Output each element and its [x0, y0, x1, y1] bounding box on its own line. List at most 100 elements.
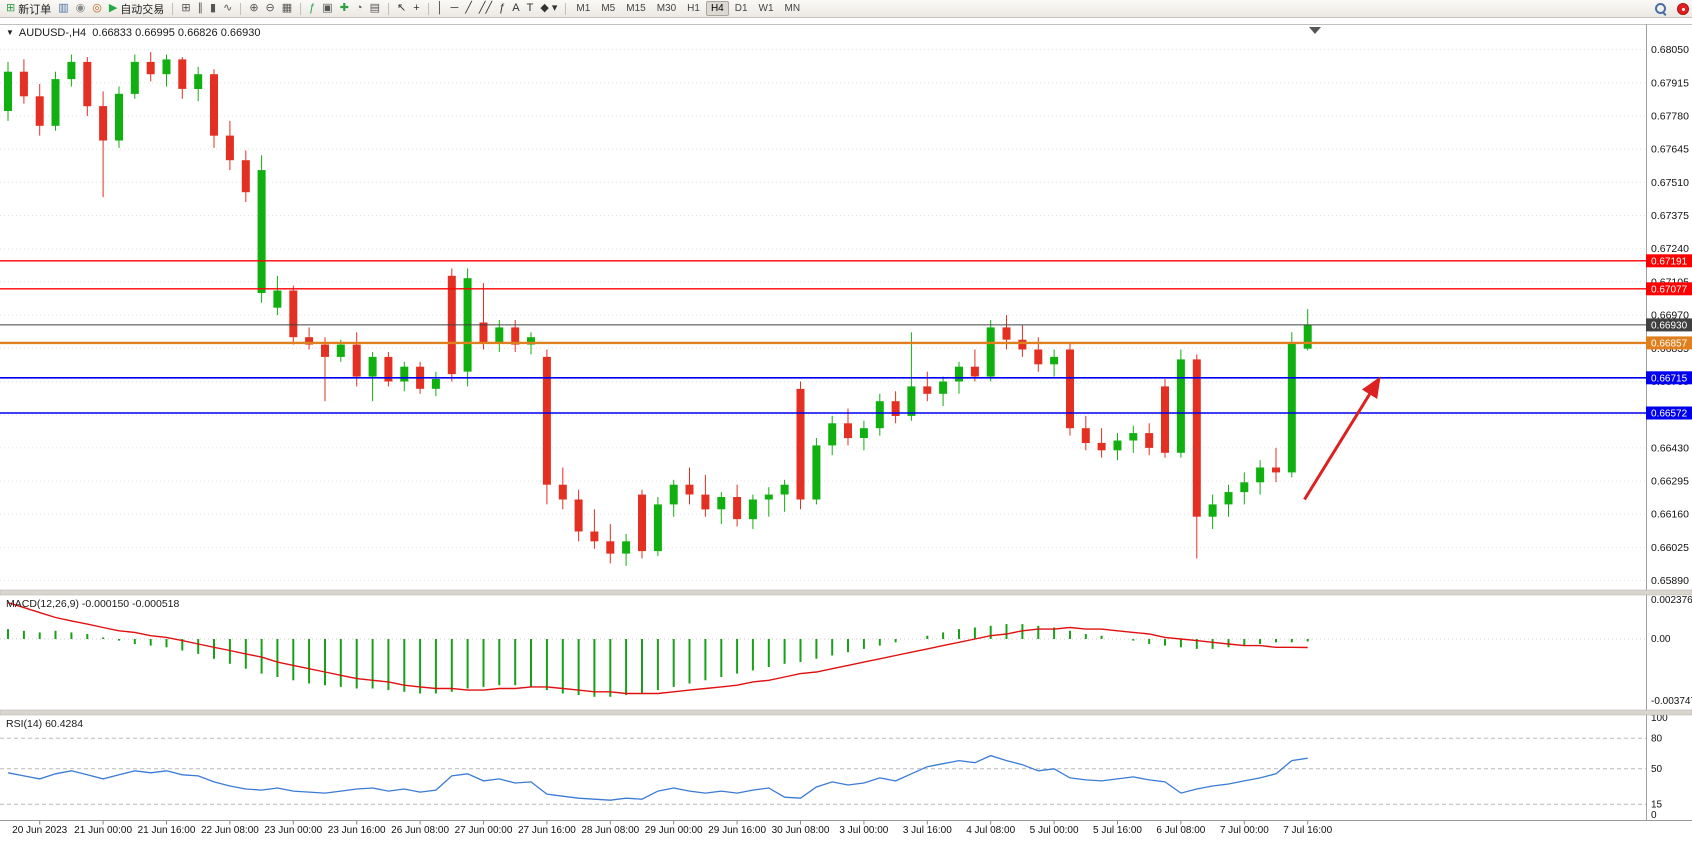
bar-chart-icon[interactable]: ∥	[195, 1, 207, 17]
fibonacci-icon[interactable]: ƒ	[496, 1, 508, 17]
candle-down	[178, 59, 187, 89]
autotrading-button[interactable]: ▶ 自动交易	[106, 1, 167, 17]
vertical-line-icon[interactable]: │	[434, 1, 447, 17]
text-label-icon[interactable]: T	[524, 1, 537, 17]
symbol-dropdown-icon[interactable]: ▼	[6, 28, 14, 37]
toolbar-separator	[300, 2, 302, 15]
arrows-icon[interactable]: ◆ ▾	[537, 1, 560, 17]
current-price-line-axis-label	[1646, 318, 1692, 332]
candle-down	[1081, 428, 1090, 443]
add-indicator-icon: ✚	[339, 2, 349, 14]
time-tick-label: 6 Jul 08:00	[1156, 825, 1205, 836]
candle-down	[796, 388, 805, 500]
zoom-out-icon[interactable]: ⊖	[263, 1, 278, 17]
candle-up	[1050, 356, 1059, 365]
price-tick-label: 0.67240	[1651, 243, 1689, 255]
candle-down	[1018, 339, 1027, 350]
candle-down	[241, 160, 250, 193]
indicators-icon[interactable]: ƒ	[306, 1, 318, 17]
notification-badge[interactable]	[1677, 2, 1689, 15]
trendline-icon[interactable]: ╱	[462, 1, 475, 17]
horizontal-line-icon[interactable]: ─	[448, 1, 462, 17]
timeframe-w1[interactable]: W1	[758, 3, 774, 14]
indicators-icon: ƒ	[309, 2, 316, 14]
panel-divider-rsi[interactable]	[0, 709, 1692, 716]
chart-title: ▼ AUDUSD-,H4 0.66833 0.66995 0.66826 0.6…	[6, 27, 260, 39]
templates-icon[interactable]: ▤	[367, 1, 383, 17]
candle-up	[67, 61, 76, 80]
price-tick-label: 0.68050	[1651, 44, 1689, 56]
timeframe-h4[interactable]: H4	[705, 1, 729, 16]
support-line-1-axis-label	[1646, 371, 1692, 385]
macd-tick-label: 0.00	[1651, 634, 1671, 645]
crosshair-icon[interactable]: +	[410, 1, 422, 17]
candle-up	[748, 499, 757, 520]
time-tick-label: 20 Jun 2023	[12, 825, 67, 836]
time-tick-label: 5 Jul 00:00	[1030, 825, 1079, 836]
data-window-icon[interactable]: ◉	[73, 1, 89, 17]
new-chart-icon[interactable]: ⊞	[178, 1, 193, 17]
candlestick-chart-icon[interactable]: ▮	[207, 1, 219, 17]
navigator-icon[interactable]: ◎	[89, 1, 105, 17]
timeframe-mn[interactable]: MN	[784, 3, 801, 14]
candle-up	[1303, 324, 1312, 349]
objects-list-icon: ▣	[322, 2, 333, 14]
price-tick-label: 0.67780	[1651, 111, 1689, 123]
timeframe-m15[interactable]: M15	[626, 3, 646, 14]
timeframe-h1[interactable]: H1	[687, 3, 700, 14]
resistance-line-2-axis-label	[1646, 282, 1692, 296]
tile-windows-icon[interactable]: ▦	[279, 1, 295, 17]
candle-up	[859, 428, 868, 438]
time-tick-label: 21 Jun 16:00	[138, 825, 196, 836]
support-line-1-axis-label-text: 0.66715	[1651, 373, 1688, 384]
market-watch-icon[interactable]: ▥	[55, 1, 71, 17]
candle-up	[400, 366, 409, 382]
candle-down	[1161, 386, 1169, 453]
price-tick-label: 0.67375	[1651, 210, 1689, 222]
channel-icon: ╱╱	[478, 2, 493, 14]
candle-down	[1066, 349, 1074, 429]
timeframe-d1[interactable]: D1	[734, 3, 748, 14]
rsi-indicator-label: RSI(14) 60.4284	[6, 718, 84, 730]
text-icon[interactable]: A	[509, 1, 522, 17]
candle-down	[701, 494, 710, 510]
macd-indicator-label: MACD(12,26,9) -0.000150 -0.000518	[6, 598, 180, 610]
cursor-icon[interactable]: ↖	[394, 1, 409, 17]
arrows-icon: ◆ ▾	[540, 2, 558, 14]
line-chart-icon[interactable]: ∿	[220, 1, 235, 17]
zoom-in-icon[interactable]: ⊕	[246, 1, 261, 17]
timeframe-m1[interactable]: M1	[576, 3, 591, 14]
resistance-line-1-axis-label-text: 0.67191	[1651, 256, 1688, 267]
data-window-icon: ◉	[75, 2, 86, 14]
new-chart-icon: ⊞	[181, 2, 191, 14]
channel-icon[interactable]: ╱╱	[476, 1, 495, 17]
price-tick-label: 0.66295	[1651, 476, 1689, 488]
time-tick-label: 5 Jul 16:00	[1093, 825, 1142, 836]
cursor-icon: ↖	[396, 2, 407, 14]
chart-shift-marker[interactable]	[1309, 27, 1321, 34]
arrow-annotation[interactable]	[1303, 376, 1381, 501]
new-order-button-label: 新订单	[18, 3, 52, 16]
add-indicator-icon[interactable]: ✚	[337, 1, 352, 17]
candle-up	[812, 445, 821, 500]
candle-down	[83, 61, 92, 107]
period-icon[interactable]: ◔	[353, 1, 366, 17]
rsi-tick-label: 100	[1651, 713, 1668, 724]
panel-divider-macd[interactable]	[0, 589, 1692, 596]
objects-list-icon[interactable]: ▣	[319, 1, 335, 17]
current-price-line-axis-label-text: 0.66930	[1651, 320, 1688, 331]
new-order-button[interactable]: ⊞ 新订单	[3, 1, 54, 17]
candle-up	[1176, 359, 1185, 453]
time-tick-label: 21 Jun 00:00	[74, 825, 132, 836]
timeframe-m5[interactable]: M5	[601, 3, 616, 14]
autotrading-button-label: 自动交易	[120, 3, 165, 16]
search-icon[interactable]	[1654, 2, 1667, 15]
candle-up	[257, 170, 266, 293]
price-axis[interactable]	[1646, 25, 1692, 821]
candle-up	[194, 74, 203, 89]
fibonacci-icon: ƒ	[499, 2, 506, 14]
candle-down	[479, 322, 488, 343]
timeframe-m30[interactable]: M30	[656, 3, 677, 14]
candle-down	[558, 484, 567, 500]
